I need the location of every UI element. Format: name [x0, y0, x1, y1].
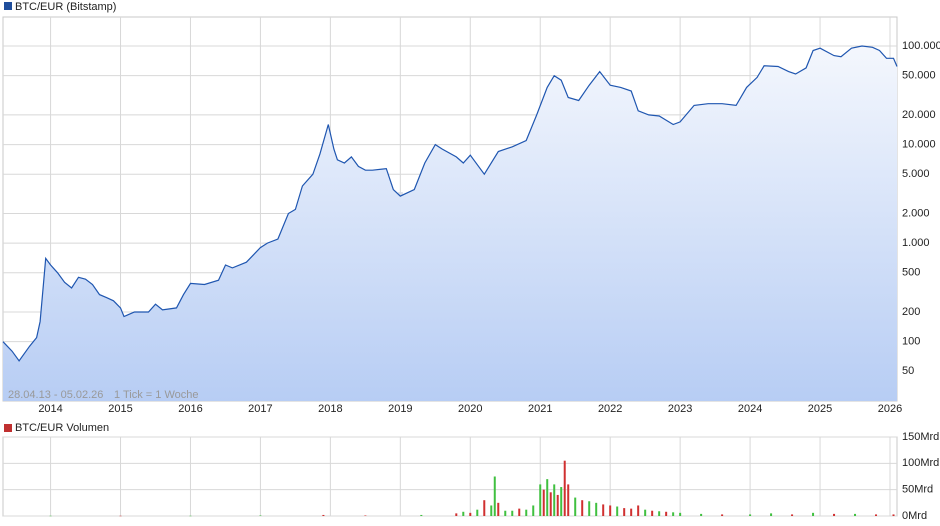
bar: [595, 502, 598, 516]
bar: [420, 514, 423, 516]
bar: [49, 515, 52, 517]
bar: [679, 512, 682, 516]
y-tick-label: 1.000: [902, 237, 930, 249]
bar: [511, 510, 514, 516]
bar: [455, 513, 458, 516]
bar: [602, 504, 605, 516]
y-tick-label: 100Mrd: [902, 457, 939, 469]
bar: [658, 511, 661, 516]
x-tick-label: 2017: [248, 403, 272, 415]
bar: [833, 513, 836, 516]
x-tick-label: 2021: [528, 403, 552, 415]
y-tick-label: 100.000: [902, 40, 940, 52]
bar: [581, 500, 584, 516]
legend-label: BTC/EUR (Bitstamp): [15, 1, 116, 13]
bar: [749, 514, 752, 516]
bar: [476, 509, 479, 516]
bar: [525, 509, 528, 516]
y-tick-label: 500: [902, 267, 920, 279]
bar: [497, 502, 500, 516]
x-tick-label: 2024: [738, 403, 762, 415]
bar: [651, 510, 654, 516]
x-tick-label: 2020: [458, 403, 482, 415]
bar: [770, 513, 773, 516]
y-tick-label: 50.000: [902, 70, 936, 82]
x-tick-label: 2015: [108, 403, 132, 415]
bar: [700, 513, 703, 516]
bar: [542, 489, 545, 516]
bar: [259, 515, 262, 516]
bar: [462, 511, 465, 516]
x-tick-label: 2016: [178, 403, 202, 415]
bar: [588, 501, 591, 516]
y-tick-label: 0Mrd: [902, 510, 927, 522]
bar: [623, 508, 626, 516]
bar: [490, 505, 493, 516]
bar: [574, 497, 577, 516]
x-tick-label: 2014: [38, 403, 62, 415]
bar: [812, 512, 815, 516]
bar: [532, 505, 535, 516]
bar: [644, 509, 647, 516]
legend-label: BTC/EUR Volumen: [15, 422, 109, 434]
bar: [791, 514, 794, 516]
bar: [567, 484, 570, 516]
bar: [875, 514, 878, 516]
annotation: 1 Tick = 1 Woche: [114, 389, 198, 401]
x-tick-label: 2022: [598, 403, 622, 415]
y-tick-label: 200: [902, 306, 920, 318]
bar: [119, 515, 122, 517]
bar: [518, 508, 521, 516]
bar: [616, 506, 619, 516]
x-tick-label: 2018: [318, 403, 342, 415]
bar: [493, 476, 496, 516]
bar: [364, 515, 367, 516]
bar: [892, 514, 895, 516]
bar: [630, 508, 633, 516]
bar: [854, 513, 857, 516]
y-tick-label: 100: [902, 336, 920, 348]
bar: [553, 484, 556, 516]
y-tick-label: 50Mrd: [902, 484, 933, 496]
y-tick-label: 10.000: [902, 138, 936, 150]
y-tick-label: 150Mrd: [902, 431, 939, 443]
y-tick-label: 2.000: [902, 207, 930, 219]
bar: [721, 514, 724, 516]
bar: [609, 505, 612, 516]
plot-area: [2, 436, 898, 517]
bar: [469, 512, 472, 516]
x-tick-label: 2023: [668, 403, 692, 415]
area: [3, 46, 897, 401]
bar: [546, 479, 549, 516]
bar: [637, 505, 640, 516]
bar: [672, 512, 675, 516]
bar: [549, 492, 552, 516]
bar: [539, 484, 542, 516]
line: [2, 45, 898, 362]
bar: [563, 460, 566, 516]
bar: [189, 515, 192, 517]
y-tick-label: 20.000: [902, 109, 936, 121]
bar: [504, 510, 507, 516]
bar: [556, 494, 559, 516]
legend-swatch: [4, 2, 12, 10]
bar: [322, 514, 325, 516]
bar: [483, 500, 486, 516]
legend-swatch: [4, 424, 12, 432]
bar: [560, 487, 563, 516]
y-tick-label: 5.000: [902, 168, 930, 180]
x-tick-label: 2025: [808, 403, 832, 415]
x-tick-label: 2026: [878, 403, 902, 415]
x-tick-label: 2019: [388, 403, 412, 415]
y-tick-label: 50: [902, 365, 914, 377]
annotation: 28.04.13 - 05.02.26: [8, 389, 103, 401]
bar: [665, 511, 668, 516]
